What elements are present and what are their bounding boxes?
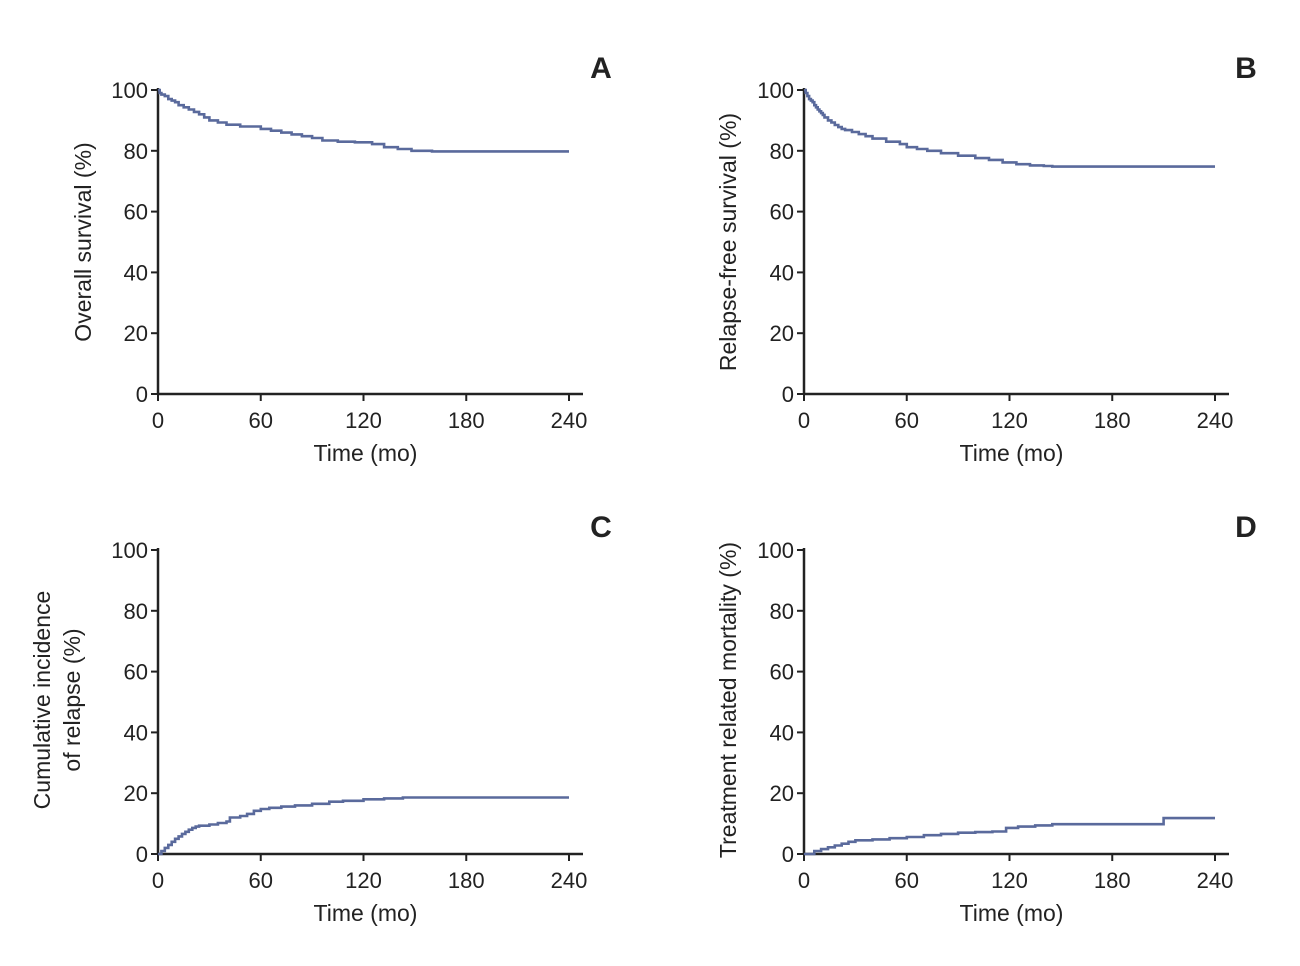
y-tick-label: 60 (124, 200, 148, 225)
x-axis-title: Time (mo) (960, 900, 1064, 926)
y-tick-label: 80 (124, 599, 148, 624)
panel-letter: C (590, 511, 612, 544)
y-tick-label: 0 (782, 382, 794, 407)
series-line (158, 796, 569, 856)
x-tick-label: 60 (895, 408, 919, 433)
x-axis-title: Time (mo) (960, 440, 1064, 466)
x-tick-label: 120 (991, 868, 1028, 893)
y-axis-title: Cumulative incidence of relapse (%) (29, 591, 85, 810)
y-axis-title: Treatment related mortality (%) (715, 542, 741, 858)
series-line (804, 816, 1215, 856)
panel-letter: A (590, 52, 612, 85)
panel-c: 0 20 40 60 80 100 0 60 120 180 240 Time (mo) Cumulat… (29, 511, 612, 926)
x-tick-label: 240 (551, 408, 588, 433)
x-tick-label: 180 (1094, 408, 1131, 433)
y-axis-title-line: of relapse (%) (59, 628, 85, 771)
y-axis-title: Overall survival (%) (70, 142, 96, 341)
x-tick-label: 60 (895, 868, 919, 893)
panel-letter: B (1235, 52, 1257, 85)
x-tick-label: 120 (991, 408, 1028, 433)
x-tick-label: 60 (249, 408, 273, 433)
y-tick-label: 40 (124, 260, 148, 285)
x-tick-label: 120 (345, 408, 382, 433)
y-tick-label: 0 (782, 842, 794, 867)
y-tick-label: 100 (757, 78, 794, 103)
y-tick-label: 40 (770, 260, 794, 285)
y-tick-label: 100 (111, 538, 148, 563)
y-tick-label: 100 (757, 538, 794, 563)
series-line (158, 88, 569, 153)
x-tick-label: 240 (1197, 868, 1234, 893)
y-axis-title-line: Overall survival (%) (70, 142, 96, 341)
y-tick-label: 20 (770, 321, 794, 346)
y-axis-title-line: Treatment related mortality (%) (715, 542, 741, 858)
x-tick-label: 240 (1197, 408, 1234, 433)
y-tick-label: 60 (770, 200, 794, 225)
y-tick-label: 60 (124, 660, 148, 685)
x-tick-label: 240 (551, 868, 588, 893)
y-tick-label: 20 (124, 781, 148, 806)
y-tick-label: 40 (124, 720, 148, 745)
y-tick-label: 20 (770, 781, 794, 806)
x-tick-label: 0 (152, 408, 164, 433)
y-tick-label: 0 (136, 382, 148, 407)
panel-a: 0 20 40 60 80 100 0 60 120 180 240 Time (mo) Overall… (70, 52, 612, 466)
y-tick-label: 60 (770, 660, 794, 685)
x-tick-label: 180 (1094, 868, 1131, 893)
x-axis-title: Time (mo) (314, 900, 418, 926)
y-axis-title-line: Relapse-free survival (%) (715, 113, 741, 371)
x-tick-label: 0 (152, 868, 164, 893)
y-tick-label: 80 (770, 139, 794, 164)
y-tick-label: 80 (124, 139, 148, 164)
y-tick-label: 80 (770, 599, 794, 624)
series-line (804, 88, 1215, 168)
x-tick-label: 0 (798, 408, 810, 433)
y-tick-label: 40 (770, 720, 794, 745)
x-tick-label: 0 (798, 868, 810, 893)
panel-b: 0 20 40 60 80 100 0 60 120 180 240 Time (mo) Relapse… (715, 52, 1257, 466)
x-tick-label: 180 (448, 408, 485, 433)
panel-letter: D (1235, 511, 1257, 544)
y-tick-label: 100 (111, 78, 148, 103)
y-axis-title: Relapse-free survival (%) (715, 113, 741, 371)
y-tick-label: 20 (124, 321, 148, 346)
x-tick-label: 180 (448, 868, 485, 893)
panel-d: 0 20 40 60 80 100 0 60 120 180 240 Time (mo) Treatme… (715, 511, 1257, 926)
x-tick-label: 60 (249, 868, 273, 893)
x-axis-title: Time (mo) (314, 440, 418, 466)
y-axis-title-line: Cumulative incidence (29, 591, 55, 810)
y-tick-label: 0 (136, 842, 148, 867)
x-tick-label: 120 (345, 868, 382, 893)
